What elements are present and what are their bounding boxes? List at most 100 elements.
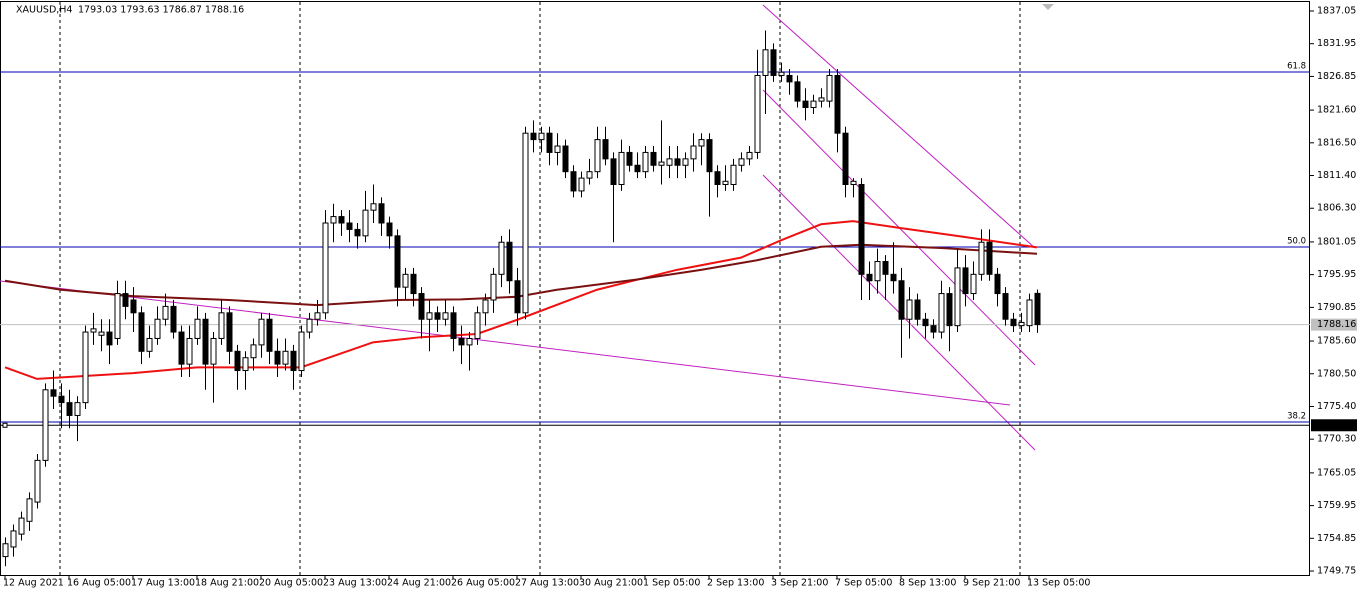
candle-body [178, 331, 185, 365]
x-tick-label: 30 Aug 21:00 [579, 578, 643, 589]
candle-body [570, 171, 577, 192]
x-tick-label: 9 Sep 21:00 [963, 578, 1020, 589]
candle-body [698, 139, 705, 147]
candle-body [770, 49, 777, 76]
candle-body [834, 74, 841, 134]
candle-body [18, 517, 25, 535]
y-tick-label: 1801.05 [1317, 236, 1356, 247]
candle-body [778, 71, 785, 76]
candle-body [26, 498, 33, 522]
y-tick-label: 1795.95 [1317, 269, 1356, 280]
candle-body [106, 331, 113, 346]
candle-body [554, 145, 561, 153]
y-tick-label: 1811.40 [1317, 170, 1356, 181]
candle-body [74, 402, 81, 416]
candle-body [146, 337, 153, 352]
candle-body [498, 241, 505, 275]
candle-body [450, 312, 457, 339]
candle-body [58, 395, 65, 404]
candle-body [538, 132, 545, 141]
hline-tag [1311, 419, 1357, 432]
x-tick-label: 3 Sep 21:00 [771, 578, 828, 589]
y-tick-label: 1749.75 [1317, 566, 1356, 577]
candle-body [506, 241, 513, 282]
candle-body [194, 318, 201, 339]
candle-body [722, 180, 729, 186]
candle-body [1018, 321, 1025, 327]
candle-body [666, 158, 673, 166]
y-tick-label: 1775.40 [1317, 401, 1356, 412]
candle-body [298, 331, 305, 372]
candle-body [914, 299, 921, 320]
candle-body [530, 132, 537, 141]
candle-body [970, 273, 977, 295]
candle-body [378, 203, 385, 224]
candle-body [706, 139, 713, 173]
y-tick-label: 1806.30 [1317, 203, 1356, 214]
x-tick-label: 23 Aug 13:00 [323, 578, 387, 589]
candle-body [338, 216, 345, 224]
candle-body [890, 273, 897, 282]
candle-body [594, 139, 601, 173]
candle-body [482, 299, 489, 314]
candle-body [602, 139, 609, 160]
y-tick-label: 1826.85 [1317, 71, 1356, 82]
candle-body [962, 267, 969, 295]
candle-body [650, 151, 657, 166]
shift-marker [1042, 4, 1054, 10]
candle-body [186, 337, 193, 365]
bid-tag [1311, 318, 1357, 331]
candle-body [394, 235, 401, 288]
candle-body [754, 74, 761, 153]
candle-body [1034, 292, 1041, 326]
candle-body [242, 357, 249, 372]
x-tick-label: 12 Aug 2021 [3, 578, 64, 589]
candle-body [434, 312, 441, 320]
candle-body [786, 74, 793, 83]
y-tick-label: 1837.05 [1317, 5, 1356, 16]
candle-body [930, 325, 937, 333]
candle-body [938, 293, 945, 333]
plot-area [0, 1, 1310, 576]
candle-body [850, 180, 857, 186]
candle-body [170, 305, 177, 333]
candle-body [386, 222, 393, 237]
x-tick-label: 24 Aug 21:00 [387, 578, 451, 589]
candle-body [154, 318, 161, 339]
candle-body [906, 299, 913, 320]
y-tick-label: 1816.50 [1317, 137, 1356, 148]
x-tick-label: 1 Sep 05:00 [643, 578, 700, 589]
candle-body [34, 459, 41, 503]
candle-body [418, 293, 425, 320]
candle-body [122, 293, 129, 307]
x-tick-label: 13 Sep 05:00 [1027, 578, 1090, 589]
candle-body [514, 280, 521, 314]
candle-body [282, 350, 289, 365]
candle-body [50, 389, 57, 397]
candle-body [442, 312, 449, 320]
candle-body [330, 216, 337, 224]
candle-body [898, 280, 905, 320]
x-tick-label: 16 Aug 05:00 [67, 578, 131, 589]
candle-body [634, 164, 641, 173]
candle-body [82, 331, 89, 404]
candle-body [642, 151, 649, 173]
candle-body [266, 318, 273, 352]
candle-body [362, 209, 369, 237]
bid-label: 1788.16 [1317, 319, 1356, 330]
candle-body [210, 337, 217, 365]
candle-body [674, 158, 681, 166]
x-tick-label: 20 Aug 05:00 [259, 578, 323, 589]
candle-body [42, 389, 49, 461]
candle-body [922, 318, 929, 327]
candle-body [162, 305, 169, 320]
y-tick-label: 1759.95 [1317, 500, 1356, 511]
candle-body [306, 318, 313, 333]
candle-body [370, 203, 377, 211]
moving-average [4, 243, 1038, 307]
candle-body [986, 241, 993, 275]
candle-body [402, 273, 409, 288]
candle-body [626, 151, 633, 166]
fibo-label: 61.8 [1287, 61, 1306, 71]
x-tick-label: 26 Aug 05:00 [451, 578, 515, 589]
